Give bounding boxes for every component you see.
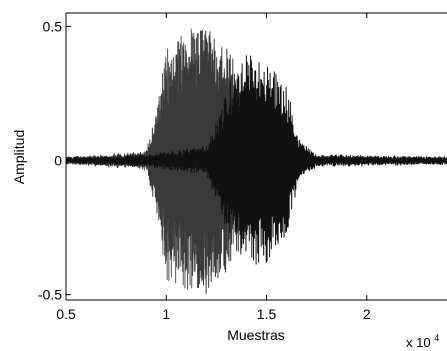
x-axis-multiplier-exponent: 4 (434, 333, 439, 343)
series-layer (66, 28, 447, 294)
y-tick-label: 0 (54, 153, 62, 169)
plot-area (66, 28, 447, 294)
axes-layer: 0.5 1 1.5 2 -0.5 0 0.5 (38, 12, 447, 322)
x-axis-multiplier-base: x 10 (406, 335, 431, 350)
x-axis-multiplier-label: x 10 4 (406, 333, 439, 350)
x-axis-title: Muestras (227, 327, 285, 343)
y-axis-title: Amplitud (11, 130, 27, 184)
x-tick-label: 1.5 (257, 306, 277, 322)
y-tick-label: -0.5 (38, 287, 62, 303)
x-tick-label: 0.5 (56, 306, 76, 322)
series-line-3 (66, 55, 447, 265)
x-tick-label: 1 (162, 306, 170, 322)
x-tick-label: 2 (363, 306, 371, 322)
y-tick-label: 0.5 (43, 18, 63, 34)
